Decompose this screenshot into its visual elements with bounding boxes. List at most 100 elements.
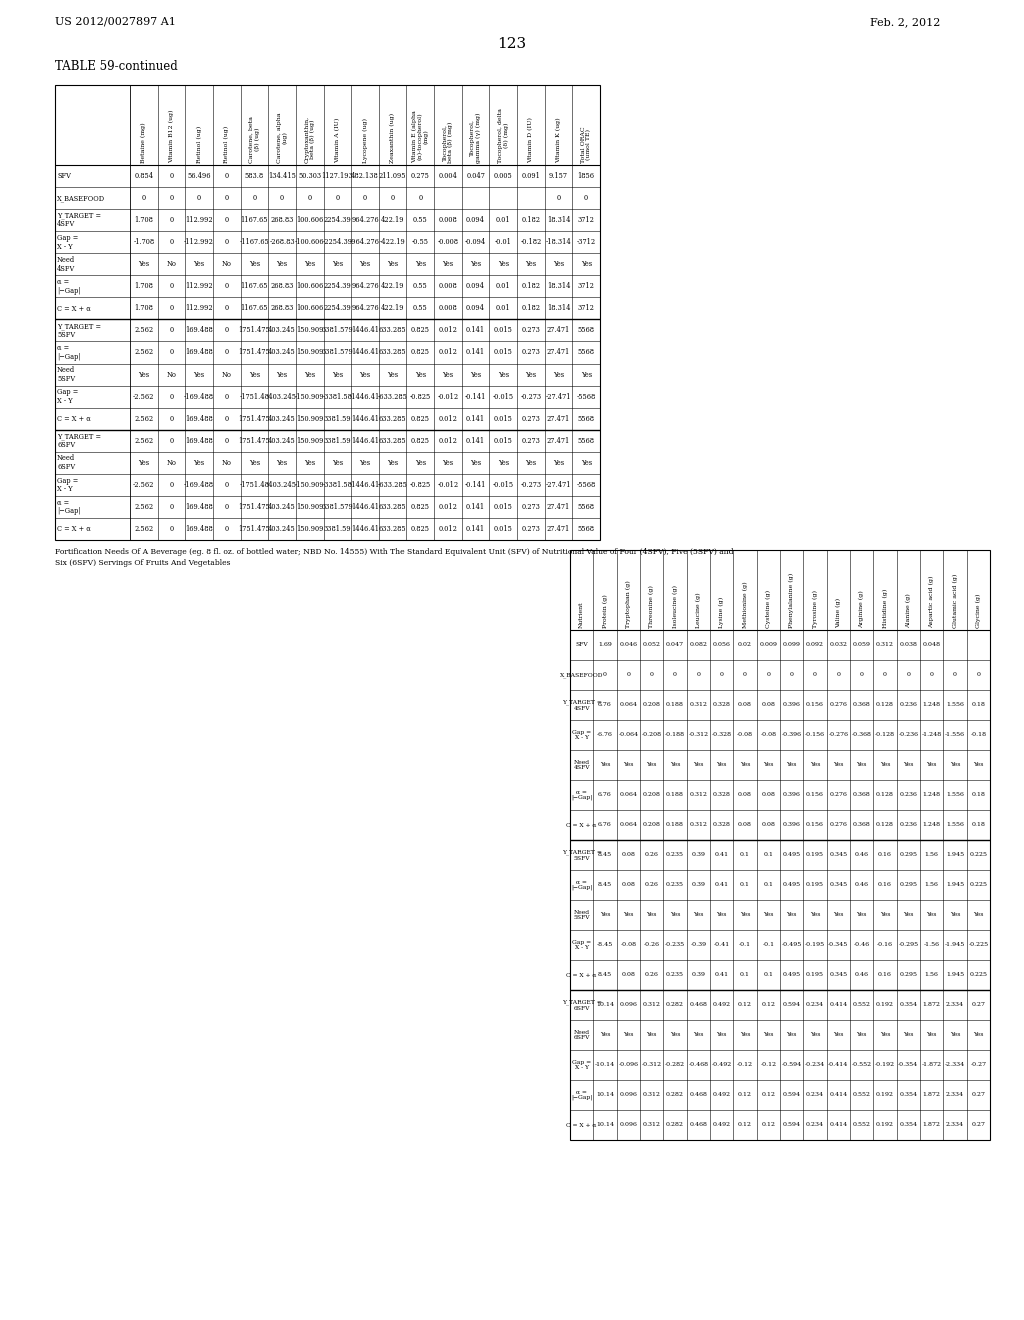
- Text: Yes: Yes: [415, 371, 426, 379]
- Text: 112.992: 112.992: [185, 305, 213, 313]
- Text: -2.562: -2.562: [133, 392, 155, 400]
- Text: -0.015: -0.015: [493, 392, 514, 400]
- Text: 0.08: 0.08: [738, 822, 752, 828]
- Text: 964.276: 964.276: [351, 216, 379, 224]
- Text: 0: 0: [860, 672, 863, 677]
- Text: -1446.41: -1446.41: [350, 480, 380, 488]
- Text: -0.234: -0.234: [805, 1063, 825, 1068]
- Text: 422.19: 422.19: [381, 305, 404, 313]
- Text: Yes: Yes: [739, 763, 751, 767]
- Text: 0.273: 0.273: [521, 503, 541, 511]
- Text: 5568: 5568: [578, 525, 595, 533]
- Text: Yes: Yes: [693, 763, 703, 767]
- Text: 56.496: 56.496: [187, 172, 211, 180]
- Text: Yes: Yes: [810, 763, 820, 767]
- Text: Yes: Yes: [276, 371, 288, 379]
- Text: 633.285: 633.285: [379, 503, 407, 511]
- Text: 1127.193: 1127.193: [322, 172, 353, 180]
- Text: Lycopene (ug): Lycopene (ug): [362, 117, 368, 162]
- Text: 1.56: 1.56: [925, 973, 939, 978]
- Text: 0: 0: [673, 672, 677, 677]
- Text: Yes: Yes: [949, 1032, 961, 1038]
- Text: 0.225: 0.225: [970, 853, 987, 858]
- Text: 0.273: 0.273: [521, 525, 541, 533]
- Text: 0: 0: [280, 194, 284, 202]
- Text: Protein (g): Protein (g): [602, 594, 607, 628]
- Text: Yes: Yes: [332, 459, 343, 467]
- Text: 0.01: 0.01: [496, 282, 511, 290]
- Text: -633.285: -633.285: [378, 480, 408, 488]
- Text: 2.334: 2.334: [946, 1002, 964, 1007]
- Text: Yes: Yes: [786, 1032, 797, 1038]
- Text: -0.328: -0.328: [712, 733, 732, 738]
- Text: 169.488: 169.488: [185, 414, 213, 422]
- Text: 0: 0: [224, 282, 228, 290]
- Text: US 2012/0027897 A1: US 2012/0027897 A1: [55, 17, 176, 26]
- Text: 0: 0: [224, 348, 228, 356]
- Text: 1.556: 1.556: [946, 792, 964, 797]
- Text: 8.45: 8.45: [598, 853, 612, 858]
- Text: -0.295: -0.295: [898, 942, 919, 948]
- Text: Yes: Yes: [304, 459, 315, 467]
- Text: 0.094: 0.094: [466, 216, 485, 224]
- Text: 2.562: 2.562: [134, 503, 154, 511]
- Text: -1751.48: -1751.48: [240, 392, 269, 400]
- Text: 0.495: 0.495: [782, 853, 801, 858]
- Text: 0.16: 0.16: [878, 973, 892, 978]
- Text: Yes: Yes: [903, 763, 913, 767]
- Text: Valine (g): Valine (g): [836, 598, 841, 628]
- Text: 100.606: 100.606: [296, 216, 324, 224]
- Text: 18.314: 18.314: [547, 216, 570, 224]
- Text: 0: 0: [224, 525, 228, 533]
- Text: -268.83: -268.83: [269, 238, 295, 247]
- Text: -0.345: -0.345: [828, 942, 849, 948]
- Text: 2254.39: 2254.39: [324, 282, 351, 290]
- Text: 0.495: 0.495: [782, 883, 801, 887]
- Text: 0.16: 0.16: [878, 853, 892, 858]
- Text: 1.945: 1.945: [946, 883, 964, 887]
- Text: 0.012: 0.012: [438, 503, 458, 511]
- Text: Yes: Yes: [670, 912, 680, 917]
- Text: Yes: Yes: [138, 371, 150, 379]
- Text: Yes: Yes: [138, 459, 150, 467]
- Text: 1751.475: 1751.475: [239, 326, 270, 334]
- Text: 0: 0: [252, 194, 256, 202]
- Text: 0.594: 0.594: [782, 1093, 801, 1097]
- Text: 0.825: 0.825: [411, 525, 430, 533]
- Text: 2.562: 2.562: [134, 437, 154, 445]
- Text: 0.141: 0.141: [466, 414, 485, 422]
- Text: 0.328: 0.328: [713, 702, 731, 708]
- Text: 0.27: 0.27: [972, 1122, 985, 1127]
- Text: 0.16: 0.16: [878, 883, 892, 887]
- Text: 0.015: 0.015: [494, 525, 513, 533]
- Text: 1446.41: 1446.41: [351, 437, 379, 445]
- Text: 3712: 3712: [578, 305, 595, 313]
- Text: 169.488: 169.488: [185, 525, 213, 533]
- Text: Vitamin B12 (ug): Vitamin B12 (ug): [169, 110, 174, 162]
- Text: 27.471: 27.471: [547, 437, 570, 445]
- Text: 1.56: 1.56: [925, 853, 939, 858]
- Text: 0.368: 0.368: [853, 822, 870, 828]
- Text: 1.69: 1.69: [598, 643, 612, 648]
- Text: Yes: Yes: [927, 912, 937, 917]
- Text: -27.471: -27.471: [546, 392, 571, 400]
- Text: 0.26: 0.26: [645, 853, 658, 858]
- Text: 2.334: 2.334: [946, 1122, 964, 1127]
- Text: 0.012: 0.012: [438, 437, 458, 445]
- Text: 0.312: 0.312: [689, 822, 708, 828]
- Text: 0.594: 0.594: [782, 1002, 801, 1007]
- Text: 0.825: 0.825: [411, 503, 430, 511]
- Text: Y_TARGET =
4SFV: Y_TARGET = 4SFV: [57, 211, 101, 228]
- Text: 268.83: 268.83: [270, 216, 294, 224]
- Text: 0.236: 0.236: [899, 822, 918, 828]
- Text: Yes: Yes: [903, 1032, 913, 1038]
- Text: -0.12: -0.12: [737, 1063, 753, 1068]
- Text: 3712: 3712: [578, 282, 595, 290]
- Text: -0.1: -0.1: [762, 942, 774, 948]
- Text: -0.08: -0.08: [760, 733, 776, 738]
- Text: Yes: Yes: [194, 371, 205, 379]
- Text: 0.208: 0.208: [643, 702, 660, 708]
- Text: -0.414: -0.414: [828, 1063, 849, 1068]
- Text: 0.008: 0.008: [438, 282, 458, 290]
- Text: Yes: Yes: [973, 912, 984, 917]
